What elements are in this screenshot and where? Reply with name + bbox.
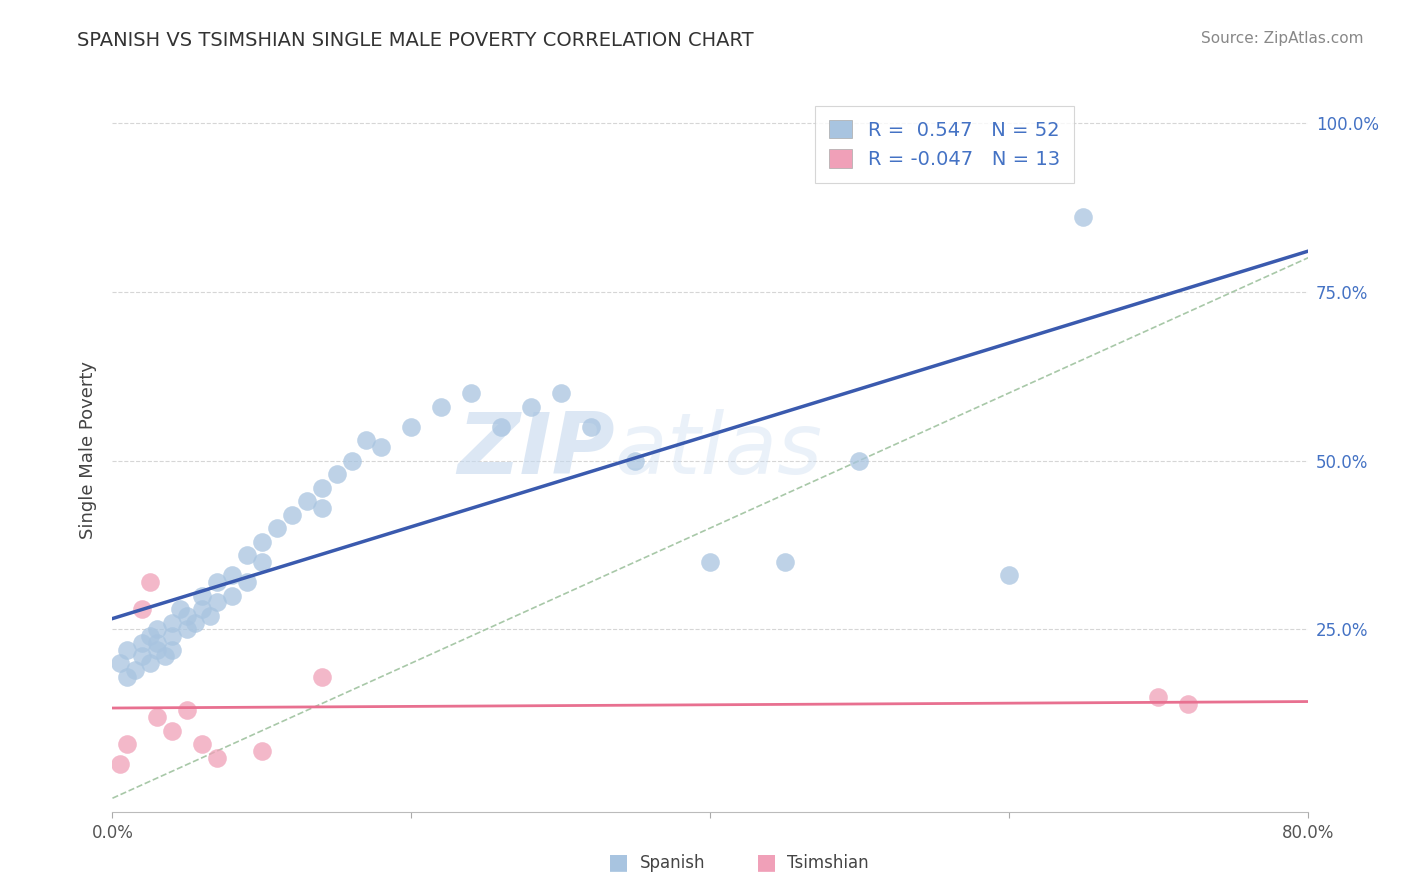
Point bbox=[250, 534, 273, 549]
Point bbox=[356, 434, 378, 448]
Point bbox=[131, 602, 153, 616]
Point bbox=[108, 656, 131, 670]
Point bbox=[460, 386, 482, 401]
Point bbox=[311, 481, 333, 495]
Point bbox=[550, 386, 572, 401]
Point bbox=[131, 649, 153, 664]
Point bbox=[153, 649, 176, 664]
Point bbox=[311, 670, 333, 684]
Point bbox=[221, 589, 243, 603]
Point bbox=[266, 521, 288, 535]
Point bbox=[848, 453, 870, 467]
Text: Source: ZipAtlas.com: Source: ZipAtlas.com bbox=[1201, 31, 1364, 46]
Point bbox=[236, 575, 259, 590]
Point bbox=[325, 467, 347, 481]
Point bbox=[281, 508, 304, 522]
Point bbox=[340, 453, 363, 467]
Point bbox=[191, 602, 214, 616]
Point bbox=[183, 615, 205, 630]
Point bbox=[162, 723, 183, 738]
Point bbox=[169, 602, 191, 616]
Point bbox=[250, 744, 273, 758]
Point bbox=[773, 555, 796, 569]
Text: Tsimshian: Tsimshian bbox=[787, 854, 869, 871]
Point bbox=[250, 555, 273, 569]
Point bbox=[108, 757, 131, 772]
Point bbox=[205, 575, 228, 590]
Point bbox=[162, 642, 183, 657]
Point bbox=[176, 703, 198, 717]
Point bbox=[370, 440, 392, 454]
Point bbox=[198, 608, 221, 623]
Point bbox=[139, 629, 162, 643]
Y-axis label: Single Male Poverty: Single Male Poverty bbox=[79, 361, 97, 540]
Point bbox=[176, 608, 198, 623]
Point bbox=[117, 737, 139, 751]
Point bbox=[221, 568, 243, 582]
Point bbox=[311, 500, 333, 515]
Point bbox=[162, 615, 183, 630]
Text: ■: ■ bbox=[756, 853, 776, 872]
Point bbox=[176, 623, 198, 637]
Point bbox=[117, 670, 139, 684]
Point bbox=[489, 420, 512, 434]
Point bbox=[131, 636, 153, 650]
Point bbox=[1177, 697, 1199, 711]
Point bbox=[146, 642, 169, 657]
Point bbox=[1147, 690, 1170, 704]
Point bbox=[1073, 211, 1095, 225]
Point bbox=[699, 555, 721, 569]
Point bbox=[205, 595, 228, 609]
Point bbox=[139, 575, 162, 590]
Point bbox=[430, 400, 453, 414]
Text: atlas: atlas bbox=[614, 409, 823, 492]
Point bbox=[624, 453, 647, 467]
Text: ZIP: ZIP bbox=[457, 409, 614, 492]
Point bbox=[401, 420, 423, 434]
Text: ■: ■ bbox=[609, 853, 628, 872]
Point bbox=[236, 548, 259, 562]
Point bbox=[124, 663, 146, 677]
Text: SPANISH VS TSIMSHIAN SINGLE MALE POVERTY CORRELATION CHART: SPANISH VS TSIMSHIAN SINGLE MALE POVERTY… bbox=[77, 31, 754, 50]
Point bbox=[191, 737, 214, 751]
Point bbox=[191, 589, 214, 603]
Legend: R =  0.547   N = 52, R = -0.047   N = 13: R = 0.547 N = 52, R = -0.047 N = 13 bbox=[815, 106, 1074, 183]
Text: Spanish: Spanish bbox=[640, 854, 706, 871]
Point bbox=[146, 636, 169, 650]
Point bbox=[579, 420, 602, 434]
Point bbox=[162, 629, 183, 643]
Point bbox=[998, 568, 1021, 582]
Point bbox=[146, 710, 169, 724]
Point bbox=[520, 400, 543, 414]
Point bbox=[139, 656, 162, 670]
Point bbox=[146, 623, 169, 637]
Point bbox=[205, 750, 228, 764]
Point bbox=[295, 494, 318, 508]
Point bbox=[117, 642, 139, 657]
